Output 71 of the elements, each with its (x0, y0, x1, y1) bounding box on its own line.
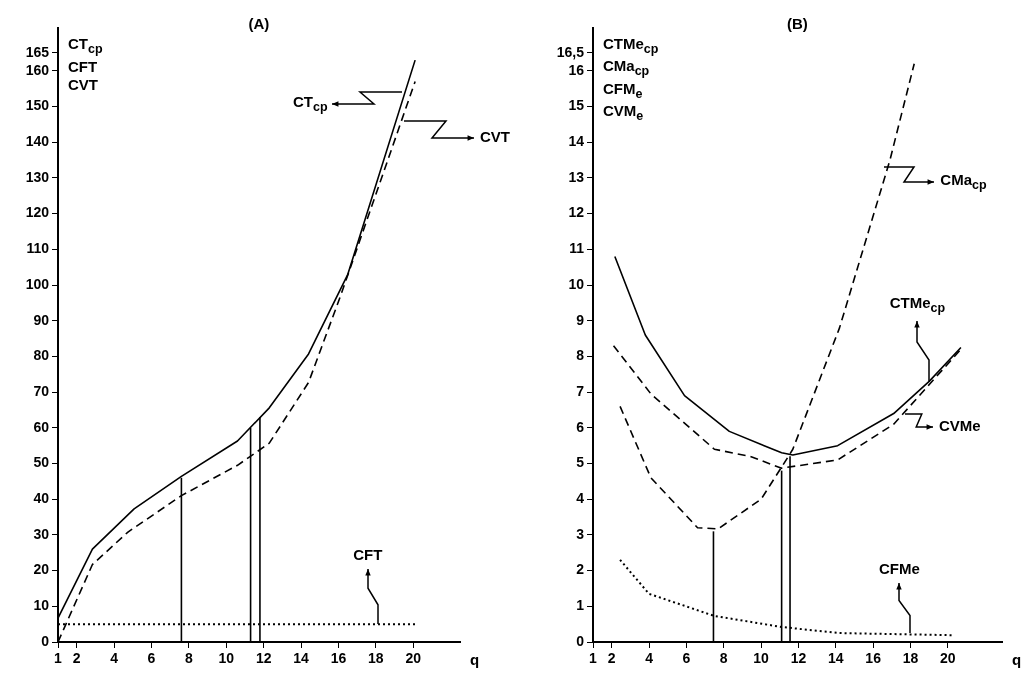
x-tick-label: 12 (790, 650, 807, 667)
y-tick-label: 140 (25, 133, 50, 150)
x-tick-label: 18 (368, 650, 384, 667)
annotation: CFT (353, 546, 383, 565)
x-tick-label: 20 (405, 650, 422, 667)
annotation: CMa$_{cp}$ (940, 170, 987, 194)
y-tick-label: 9 (576, 311, 585, 328)
y-tick-label: 15 (568, 97, 585, 114)
x-tick-label: 1 (589, 650, 598, 667)
y-axis-title: CTMe$_{cp}$ CMa$_{cp}$ CFM$_{e}$ CVM$_{e}$ (603, 34, 659, 125)
x-tick-label: 16 (330, 650, 347, 667)
y-tick-label: 0 (576, 632, 585, 649)
y-tick-label: 1 (576, 597, 585, 614)
x-tick-label: 18 (902, 650, 919, 667)
y-tick-label: 10 (568, 275, 585, 292)
y-tick-label: 7 (576, 382, 585, 399)
y-tick-label: 5 (576, 454, 585, 471)
y-tick-label: 50 (33, 454, 50, 471)
x-tick-label: 2 (607, 650, 616, 667)
y-tick-label: 11 (569, 240, 585, 257)
y-tick-label: 12 (568, 204, 585, 221)
x-tick-label: 6 (682, 650, 691, 667)
annotation: CT$_{cp}$ (293, 92, 328, 116)
x-tick-label: 14 (828, 650, 844, 667)
x-tick-label: 10 (218, 650, 235, 667)
y-tick-label: 30 (33, 525, 50, 542)
x-tick-label: 16 (865, 650, 882, 667)
y-tick-label: 20 (33, 561, 50, 578)
y-tick-label: 14 (568, 133, 585, 150)
y-tick-label: 4 (576, 490, 585, 507)
y-tick-label: 16,5 (556, 43, 585, 60)
annotation: CVT (479, 128, 510, 148)
x-tick-label: 4 (645, 650, 654, 667)
x-axis-title: q (1012, 650, 1022, 670)
chart-title: (B) (787, 14, 808, 34)
y-tick-label: 8 (576, 347, 585, 364)
y-tick-label: 90 (33, 311, 50, 328)
x-tick-label: 12 (255, 650, 272, 667)
y-tick-label: 160 (25, 61, 50, 78)
x-tick-label: 2 (72, 650, 81, 667)
y-tick-label: 110 (26, 240, 50, 257)
y-axis-title: CT$_{cp}$ CFT CVT (68, 35, 103, 96)
y-tick-label: 6 (576, 418, 585, 435)
x-axis-title: q (470, 650, 480, 670)
y-tick-label: 0 (41, 632, 50, 649)
y-tick-label: 10 (33, 597, 50, 614)
y-tick-label: 60 (33, 418, 50, 435)
y-tick-label: 100 (25, 275, 50, 292)
y-tick-label: 3 (576, 525, 585, 542)
x-tick-label: 6 (147, 650, 156, 667)
y-tick-label: 130 (25, 168, 50, 185)
y-tick-label: 2 (576, 561, 585, 578)
annotation: CTMe$_{cp}$ (889, 294, 946, 318)
y-tick-label: 150 (25, 97, 50, 114)
annotation: CVMe (938, 417, 981, 436)
x-tick-label: 8 (184, 650, 193, 667)
y-tick-label: 120 (25, 204, 50, 221)
x-tick-label: 8 (719, 650, 728, 667)
x-tick-label: 14 (293, 650, 310, 667)
y-tick-label: 40 (33, 490, 50, 507)
y-tick-label: 70 (33, 382, 50, 399)
y-tick-label: 80 (33, 347, 50, 364)
y-tick-label: 165 (25, 43, 50, 60)
y-tick-label: 13 (568, 168, 585, 185)
y-tick-label: 16 (568, 61, 585, 78)
annotation: CFMe (878, 560, 920, 579)
x-tick-label: 20 (940, 650, 956, 667)
chart-title: (A) (248, 14, 270, 34)
x-tick-label: 1 (54, 650, 63, 667)
x-tick-label: 10 (753, 650, 770, 667)
x-tick-label: 4 (110, 650, 119, 667)
